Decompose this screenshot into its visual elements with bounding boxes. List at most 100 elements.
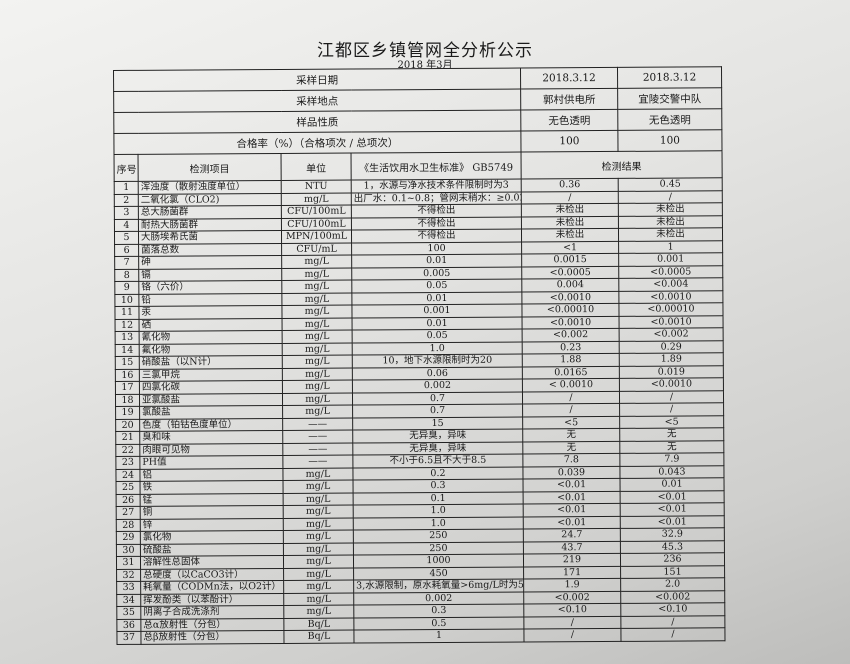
cell-result-2: / — [618, 190, 723, 204]
cell-result-2: 无 — [619, 427, 724, 441]
header-result: 检测结果 — [521, 150, 723, 180]
cell-item: 锌 — [140, 517, 284, 532]
cell-result-2: <0.01 — [620, 490, 725, 504]
cell-unit: mg/L — [282, 342, 353, 356]
cell-standard: 3,水源限制，原水耗氧量>6mg/L时为5 — [353, 579, 524, 593]
cell-unit: mg/L — [282, 380, 353, 393]
cell-result-2: 0.29 — [619, 340, 724, 354]
cell-result-1: 未检出 — [521, 215, 619, 230]
cell-unit: mg/L — [283, 542, 354, 556]
cell-standard: 250 — [353, 529, 524, 543]
cell-no: 12 — [115, 318, 140, 332]
cell-standard: 1.0 — [352, 341, 523, 356]
cell-result-2: 151 — [620, 565, 725, 579]
cell-result-2: 236 — [620, 552, 725, 566]
cell-result-2: <0.00010 — [618, 302, 724, 316]
cell-item: 硫酸盐 — [140, 542, 284, 557]
cell-standard: 0.01 — [351, 254, 522, 268]
cell-result-2: <0.0010 — [618, 290, 723, 304]
cell-no: 20 — [115, 418, 140, 432]
cell-no: 31 — [116, 556, 141, 569]
cell-result-1: / — [523, 628, 621, 642]
cell-no: 8 — [114, 268, 139, 282]
cell-unit: —— — [282, 455, 353, 468]
cell-result-1: <0.01 — [523, 515, 621, 530]
meta-label: 采样地点 — [113, 89, 521, 113]
cell-item: 肉眼可见物 — [139, 442, 283, 457]
cell-no: 2 — [114, 193, 139, 207]
cell-result-1: 1.9 — [523, 578, 621, 592]
cell-no: 16 — [115, 368, 140, 382]
cell-result-1: <0.01 — [523, 478, 621, 492]
cell-unit: mg/L — [283, 605, 354, 618]
cell-item: 浑浊度（散射浊度单位） — [138, 180, 282, 194]
cell-unit: mg/L — [283, 567, 354, 581]
cell-standard: 无异臭，异味 — [352, 429, 523, 443]
cell-unit: CFU/mL — [281, 242, 352, 256]
cell-standard: 250 — [353, 541, 524, 556]
cell-item: 总大肠菌群 — [138, 205, 282, 219]
header-unit: 单位 — [281, 153, 352, 181]
cell-result-2: 0.043 — [619, 465, 725, 479]
cell-result-2: 1 — [618, 240, 723, 254]
cell-no: 26 — [116, 493, 141, 507]
cell-standard: 无异臭，异味 — [352, 441, 523, 456]
cell-result-1: 0.0015 — [521, 253, 619, 267]
cell-item: 锰 — [140, 492, 284, 507]
cell-result-1: 0.36 — [521, 178, 619, 192]
cell-result-1: / — [522, 403, 620, 417]
document-subtitle: 2018 年3月 — [397, 60, 453, 71]
cell-result-1: 未检出 — [521, 203, 619, 217]
cell-no: 32 — [116, 568, 141, 582]
cell-result-1: 0.0165 — [522, 365, 620, 380]
cell-item: 溶解性总固体 — [140, 555, 284, 569]
cell-no: 5 — [114, 231, 139, 244]
column-header-row: 序号 检测项目 单位 《生活饮用水卫生标准》 GB5749 检测结果 — [114, 150, 723, 182]
cell-result-2: <0.002 — [620, 590, 725, 604]
cell-standard: 0.2 — [352, 466, 524, 481]
cell-unit: mg/L — [282, 367, 353, 381]
cell-no: 10 — [114, 293, 139, 307]
cell-no: 29 — [116, 531, 141, 544]
cell-no: 1 — [114, 181, 139, 194]
cell-unit: mg/L — [283, 517, 354, 531]
cell-result-2: 1.89 — [619, 352, 724, 366]
cell-standard: 1，水源与净水技术条件限制时为3 — [351, 179, 522, 193]
cell-item: 菌落总数 — [138, 242, 282, 257]
cell-result-2: / — [619, 390, 724, 404]
cell-item: 二氧化氯（CLO2) — [138, 192, 282, 207]
cell-no: 14 — [115, 343, 140, 357]
cell-standard: 0.5 — [353, 616, 524, 631]
cell-result-2: <0.01 — [620, 502, 725, 516]
cell-no: 30 — [116, 543, 141, 557]
cell-standard: 0.001 — [351, 304, 523, 318]
cell-no: 23 — [115, 456, 140, 469]
cell-result-2: 0.45 — [618, 177, 723, 191]
cell-item: 耐热大肠菌群 — [138, 217, 282, 232]
cell-unit: CFU/100mL — [281, 205, 352, 218]
cell-result-2: 未检出 — [618, 215, 723, 229]
cell-item: 挥发酚类（以苯酚计） — [140, 592, 284, 607]
cell-result-1: 0.004 — [521, 278, 619, 292]
cell-no: 22 — [115, 443, 140, 457]
cell-no: 13 — [115, 331, 140, 344]
cell-item: 色度（铂钴色度单位） — [139, 417, 283, 432]
cell-result-1: 171 — [523, 565, 621, 580]
meta-value: 100 — [617, 129, 723, 152]
cell-item: 总硬度（以CaCO3计） — [140, 567, 284, 582]
meta-label: 合格率（%）（合格项次 / 总项次） — [113, 131, 522, 155]
cell-item: 硝酸盐（以N计） — [139, 355, 283, 369]
cell-item: 氰化物 — [139, 330, 283, 344]
cell-unit: mg/L — [283, 555, 354, 568]
cell-unit: Bq/L — [283, 630, 355, 643]
cell-standard: 450 — [353, 566, 524, 581]
cell-result-1: 0.039 — [522, 465, 621, 480]
cell-unit: Bq/L — [283, 617, 354, 631]
cell-item: 汞 — [138, 305, 283, 319]
cell-no: 4 — [114, 218, 139, 232]
cell-no: 28 — [116, 518, 141, 532]
cell-standard: 0.3 — [353, 479, 524, 493]
cell-result-1: 0.23 — [522, 340, 620, 355]
cell-unit: CFU/100mL — [281, 217, 352, 231]
cell-result-2: <0.01 — [620, 515, 725, 529]
